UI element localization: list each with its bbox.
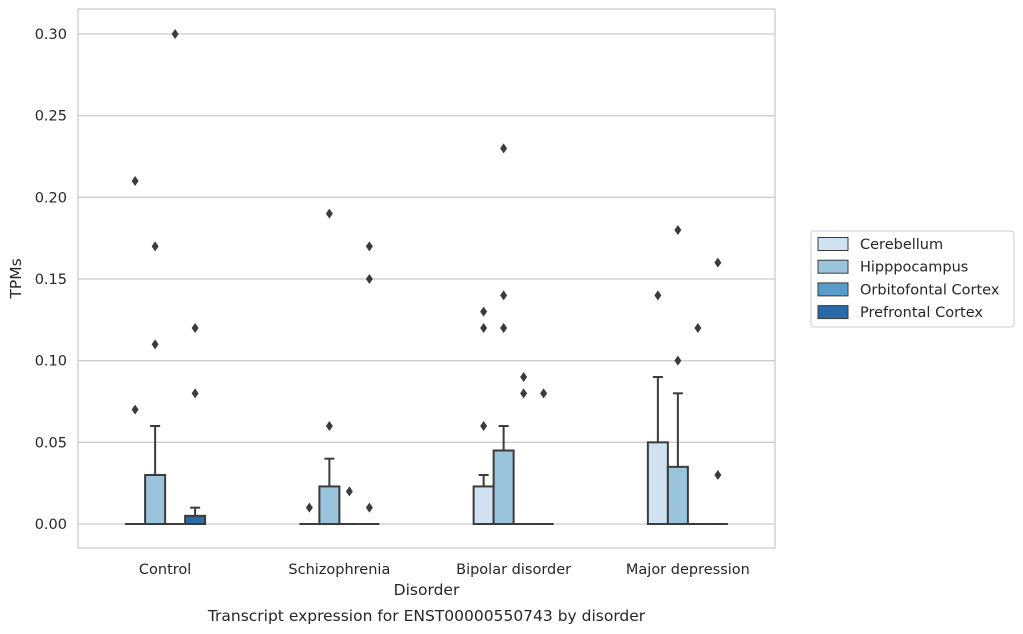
box-prefrontal-cortex [184,323,207,525]
box-hipppocampus [666,225,689,526]
outlier-point [151,339,159,350]
legend-entry: Cerebellum [860,237,943,253]
box-hipppocampus [318,208,341,525]
plot-frame [77,8,776,549]
box-cerebellum [299,502,320,525]
box-prefrontal-cortex [533,388,554,525]
x-tick-labels: Control Schizophrenia Bipolar disorder Majo… [139,562,750,578]
outlier-point [325,208,333,219]
box-body [492,449,515,525]
outlier-point [520,388,528,399]
y-tick-label: 0.20 [35,190,67,206]
outlier-point [500,290,508,301]
y-tick-label: 0.25 [35,109,67,125]
outlier-point [480,323,488,333]
outlier-point [674,225,682,235]
legend-entry: Orbitofontal Cortex [860,282,1000,298]
y-tick-label: 0.05 [35,435,67,451]
outlier-point [540,388,548,399]
outlier-point [480,421,488,431]
outlier-point [714,470,722,480]
box-body [472,485,495,525]
outlier-point [500,143,508,154]
box-body [646,441,669,526]
x-tick-label: Control [139,562,191,578]
outlier-point [500,323,508,333]
legend-swatch [817,305,849,320]
box-prefrontal-cortex [707,257,728,525]
outlier-point [131,404,139,415]
x-tick-label: Major depression [626,562,750,578]
outlier-point [191,323,199,333]
legend: Cerebellum Hipppocampus Orbitofontal Corte… [810,230,1015,328]
box-hipppocampus [492,143,515,525]
outlier-point [654,290,662,301]
legend-swatch [817,237,849,251]
legend-entry: Hipppocampus [860,260,968,276]
y-tick-label: 0.30 [35,27,67,43]
outlier-point [325,421,333,431]
box-cerebellum [125,176,146,525]
box-cerebellum [472,306,495,525]
outlier-point [365,274,373,284]
box-orbitofontal-cortex [687,323,708,525]
y-tick-label: 0.15 [35,272,67,288]
grid-lines [78,33,775,525]
outlier-point [714,257,722,268]
outlier-point [345,486,353,497]
y-tick-labels: 0.00 0.05 0.10 0.15 0.20 0.25 0.30 [35,27,67,533]
outlier-point [151,241,159,252]
box-body [144,474,167,525]
outlier-point [365,502,373,513]
box-orbitofontal-cortex [339,486,360,525]
outlier-point [191,388,199,399]
legend-frame [810,230,1015,328]
x-tick-label: Bipolar disorder [456,562,571,578]
legend-swatch [817,259,849,274]
box-body [666,465,689,526]
legend-entry: Prefrontal Cortex [860,305,983,321]
y-tick-label: 0.00 [35,517,67,533]
y-tick-label: 0.10 [35,354,67,370]
box-cerebellum [646,290,669,526]
x-axis-label: Disorder [394,581,460,599]
outlier-point [365,241,373,252]
outlier-point [674,355,682,366]
outlier-point [520,372,528,382]
legend-swatch [817,282,849,297]
chart-caption: Transcript expression for ENST0000055074… [207,607,646,625]
y-axis-label: TPMs [7,258,25,299]
outlier-point [305,502,313,513]
box-orbitofontal-cortex [165,29,186,525]
box-series [125,29,728,526]
box-hipppocampus [144,241,167,525]
x-tick-label: Schizophrenia [288,562,390,578]
box-body [318,485,341,525]
box-orbitofontal-cortex [513,372,534,525]
outlier-point [171,29,179,39]
box-body [184,514,207,525]
outlier-point [480,306,488,317]
outlier-point [131,176,139,186]
outlier-point [694,323,702,333]
box-prefrontal-cortex [359,241,380,525]
